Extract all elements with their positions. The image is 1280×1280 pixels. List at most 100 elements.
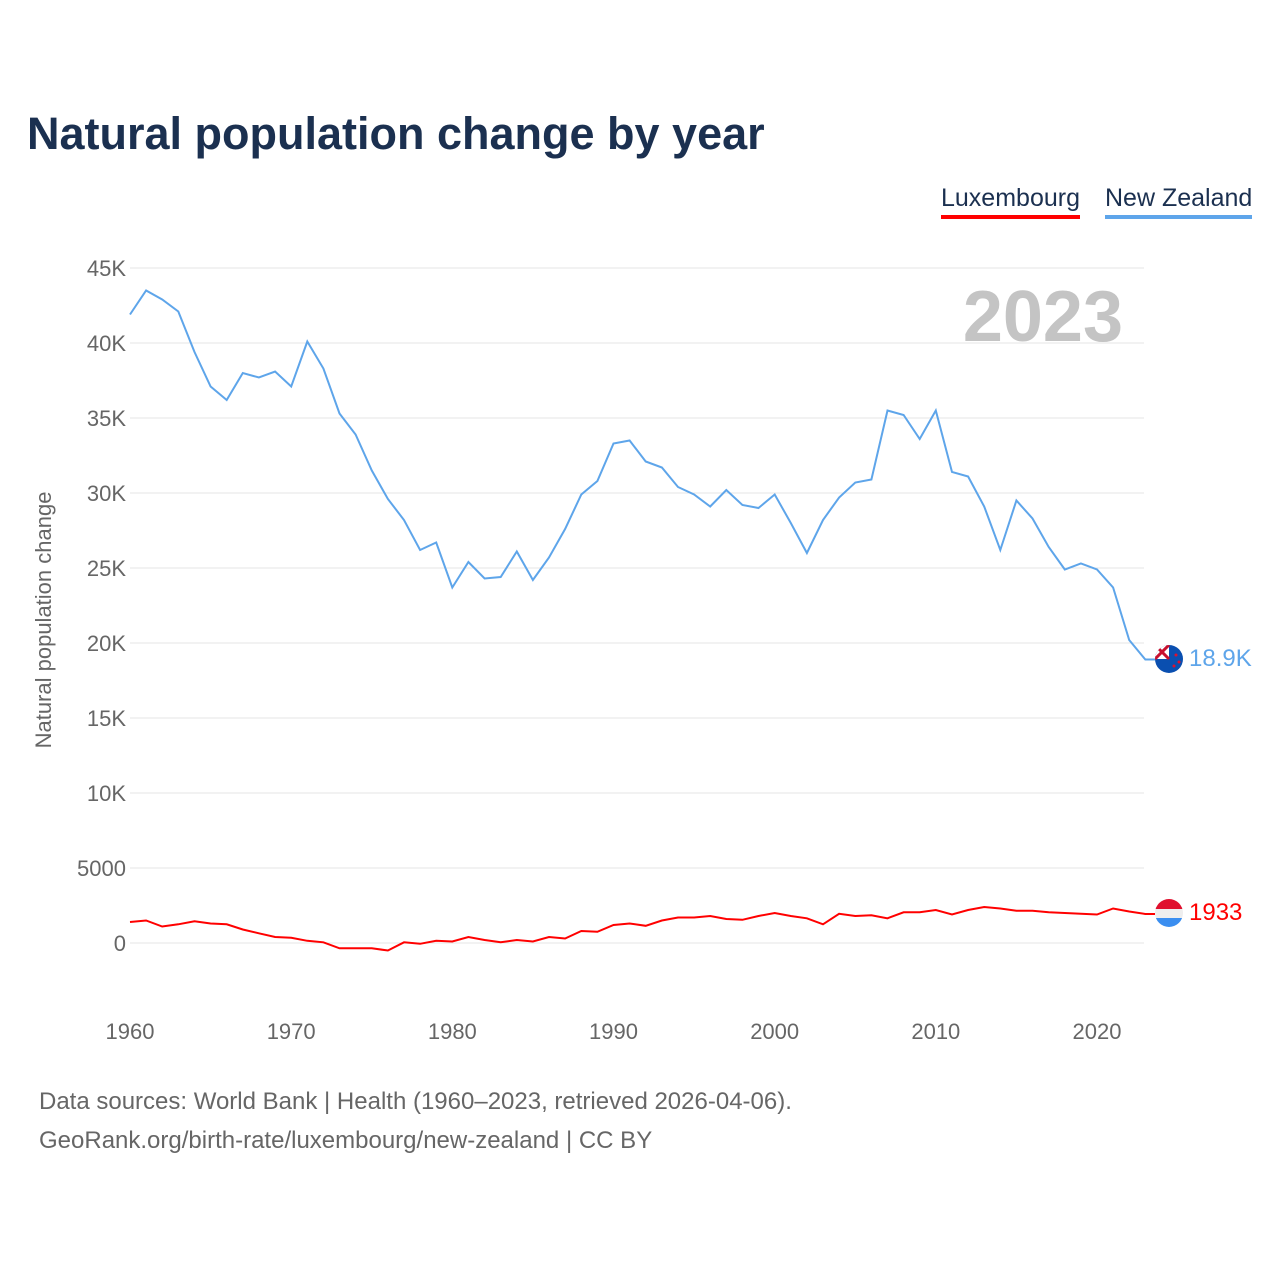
- data-point: [353, 432, 359, 438]
- data-point: [224, 921, 230, 927]
- data-point: [401, 939, 407, 945]
- data-point: [353, 945, 359, 951]
- data-point: [659, 465, 665, 471]
- data-point: [530, 939, 536, 945]
- data-point: [514, 549, 520, 555]
- y-tick-label: 0: [114, 931, 126, 956]
- data-point: [1094, 567, 1100, 573]
- data-point: [465, 934, 471, 940]
- data-point: [417, 547, 423, 553]
- data-point: [272, 934, 278, 940]
- data-point: [514, 937, 520, 943]
- legend-luxembourg[interactable]: Luxembourg: [941, 184, 1080, 219]
- x-tick-label: 1980: [428, 1019, 477, 1044]
- data-point: [288, 935, 294, 941]
- data-point: [320, 939, 326, 945]
- data-point: [772, 492, 778, 498]
- y-tick-label: 35K: [87, 406, 126, 431]
- data-point: [965, 474, 971, 480]
- data-point: [868, 477, 874, 483]
- data-point: [127, 919, 133, 925]
- data-point: [433, 938, 439, 944]
- data-point: [788, 913, 794, 919]
- data-point: [723, 487, 729, 493]
- x-tick-label: 1960: [106, 1019, 155, 1044]
- x-tick-label: 2010: [911, 1019, 960, 1044]
- data-point: [191, 918, 197, 924]
- data-point: [884, 915, 890, 921]
- data-point: [739, 502, 745, 508]
- data-point: [337, 411, 343, 417]
- data-point: [739, 917, 745, 923]
- y-tick-label: 40K: [87, 331, 126, 356]
- data-point: [482, 576, 488, 582]
- data-point: [546, 555, 552, 561]
- luxembourg-flag-icon: [1155, 899, 1183, 927]
- data-point: [1046, 909, 1052, 915]
- data-point: [1078, 561, 1084, 567]
- data-point: [578, 928, 584, 934]
- data-point: [1030, 516, 1036, 522]
- data-point: [143, 288, 149, 294]
- data-point: [594, 929, 600, 935]
- data-point: [997, 906, 1003, 912]
- footer-sources: Data sources: World Bank | Health (1960–…: [39, 1088, 792, 1115]
- data-point: [1142, 911, 1148, 917]
- data-point: [272, 369, 278, 375]
- data-point: [159, 924, 165, 930]
- luxembourg-end-label: 1933: [1189, 899, 1242, 926]
- data-point: [127, 312, 133, 318]
- data-point: [901, 909, 907, 915]
- data-point: [449, 585, 455, 591]
- data-point: [224, 397, 230, 403]
- data-point: [385, 948, 391, 954]
- data-point: [707, 504, 713, 510]
- data-point: [191, 349, 197, 355]
- data-point: [965, 907, 971, 913]
- data-point: [852, 913, 858, 919]
- data-point: [498, 574, 504, 580]
- data-point: [820, 921, 826, 927]
- data-point: [240, 927, 246, 933]
- footer-link[interactable]: GeoRank.org/birth-rate/luxembourg/new-ze…: [39, 1127, 653, 1154]
- data-point: [707, 913, 713, 919]
- data-point: [159, 297, 165, 303]
- data-point: [691, 492, 697, 498]
- data-point: [949, 912, 955, 918]
- data-point: [208, 384, 214, 390]
- data-point: [465, 559, 471, 565]
- data-point: [1013, 908, 1019, 914]
- data-point: [836, 495, 842, 501]
- data-point: [627, 438, 633, 444]
- data-point: [1110, 906, 1116, 912]
- data-point: [385, 496, 391, 502]
- data-point: [933, 408, 939, 414]
- data-point: [1030, 908, 1036, 914]
- data-point: [756, 913, 762, 919]
- legend-new-zealand[interactable]: New Zealand: [1105, 184, 1253, 219]
- data-point: [675, 915, 681, 921]
- data-point: [482, 937, 488, 943]
- data-point: [1078, 911, 1084, 917]
- data-point: [143, 918, 149, 924]
- data-point: [208, 921, 214, 927]
- data-point: [997, 547, 1003, 553]
- data-point: [256, 375, 262, 381]
- year-watermark: 2023: [963, 277, 1123, 357]
- data-point: [804, 550, 810, 556]
- new-zealand-flag-icon: [1155, 645, 1183, 673]
- data-point: [611, 441, 617, 447]
- data-point: [401, 517, 407, 523]
- data-point: [691, 915, 697, 921]
- data-point: [433, 540, 439, 546]
- series-line-luxembourg: [129, 905, 1155, 952]
- y-tick-label: 30K: [87, 481, 126, 506]
- series-line-new-zealand: [129, 289, 1155, 661]
- data-point: [1013, 498, 1019, 504]
- data-point: [1110, 585, 1116, 591]
- data-point: [611, 922, 617, 928]
- data-point: [175, 309, 181, 315]
- data-point: [1046, 544, 1052, 550]
- data-point: [562, 526, 568, 532]
- data-point: [627, 921, 633, 927]
